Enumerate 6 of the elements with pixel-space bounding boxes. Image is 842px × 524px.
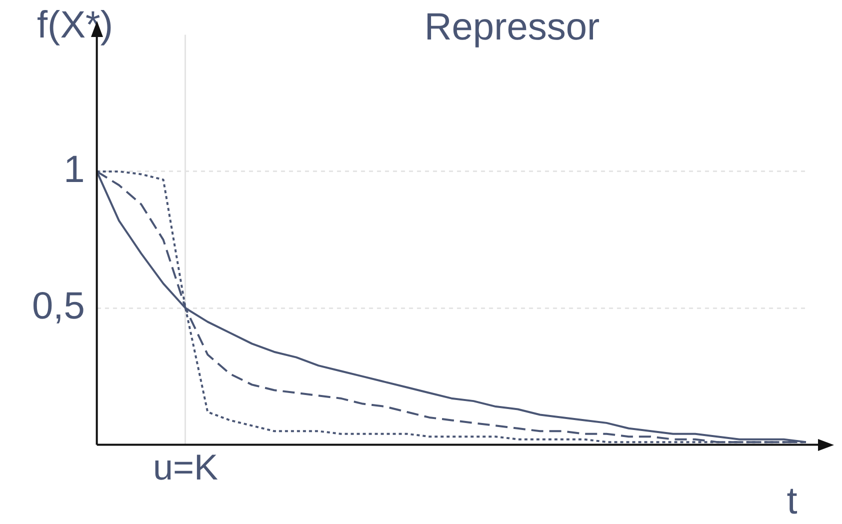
chart-title: Repressor <box>424 6 600 48</box>
y-axis-title: f(X*) <box>37 4 113 46</box>
x-axis-title: t <box>786 480 798 522</box>
x-tick-label: u=K <box>152 446 218 488</box>
y-tick-label: 1 <box>64 148 85 191</box>
y-tick-label: 0,5 <box>32 286 85 328</box>
